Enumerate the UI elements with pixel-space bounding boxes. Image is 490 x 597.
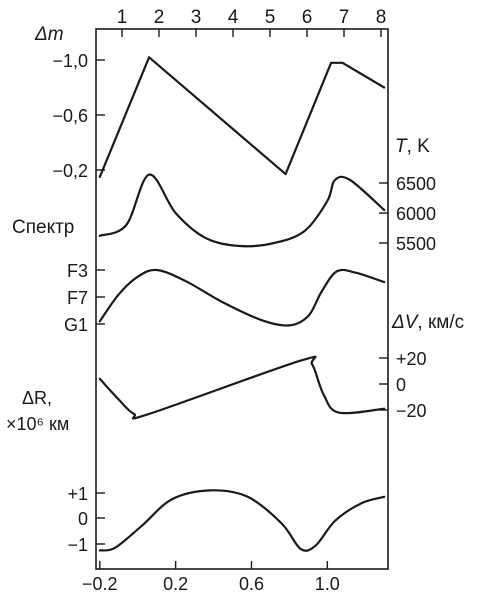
radius-axis-unit: ×10⁶ км <box>6 414 69 434</box>
temperature-tick-label: 6500 <box>396 174 436 194</box>
magnitude-tick-label: −0,6 <box>52 106 88 126</box>
bottom-tick-label: −0.2 <box>82 574 118 594</box>
panel-radial_velocity: +20 0 −20 ΔV, км/c <box>98 312 464 421</box>
top-tick-label: 4 <box>228 7 239 28</box>
radius-axis-label: ΔR, <box>22 388 52 408</box>
temperature-tick-label: 5500 <box>396 234 436 254</box>
temperature-tick-label: 6000 <box>396 204 436 224</box>
spectrum-tick-label: F3 <box>67 261 88 281</box>
spectrum-axis-label: Спектр <box>12 217 74 238</box>
spectrum-tick-label: F7 <box>67 288 88 308</box>
radial_velocity-axis-symbol: ΔV <box>391 312 420 333</box>
top-tick-label: 3 <box>191 7 202 28</box>
radial_velocity-axis-unit: , км/c <box>417 312 464 333</box>
magnitude-axis-label: Δm <box>34 24 64 45</box>
panel-temperature: 6500 6000 5500 T, K <box>98 136 436 254</box>
top-tick-label: 7 <box>339 7 350 28</box>
spectrum-axis-symbol: Спектр <box>12 217 74 238</box>
top-tick-label: 8 <box>376 7 387 28</box>
magnitude-axis-symbol: Δm <box>34 24 64 45</box>
spectrum-curve <box>98 268 386 327</box>
top-tick-label: 1 <box>117 7 128 28</box>
magnitude-curve <box>98 56 386 178</box>
radial_velocity-axis-label: ΔV, км/c <box>391 312 464 333</box>
temperature-curve <box>98 173 386 248</box>
magnitude-tick-label: −0,2 <box>52 161 88 181</box>
bottom-tick-label: 0.2 <box>163 574 188 594</box>
magnitude-tick-label: −1,0 <box>52 51 88 71</box>
spectrum-tick-label: G1 <box>64 315 88 335</box>
radius-tick-label: 0 <box>78 509 88 529</box>
radius-curve <box>98 489 386 552</box>
radial_velocity-curve <box>98 355 386 420</box>
panel-spectrum: F3 F7 G1 Спектр <box>12 217 386 335</box>
radius-tick-label: −1 <box>67 535 88 555</box>
temperature-axis-symbol: T <box>395 136 408 157</box>
panels: −1,0 −0,6 −0,2 Δm 6500 6000 5500 T, K F3 F7 G1 Спек… <box>6 24 464 555</box>
temperature-axis-unit: , K <box>407 136 431 157</box>
panel-radius: +1 0 −1 ΔR, ×10⁶ км <box>6 388 386 555</box>
temperature-axis-label: T, K <box>395 136 430 157</box>
top-axis: 1 2 3 4 5 6 7 8 <box>117 7 387 37</box>
radial_velocity-tick-label: 0 <box>396 375 406 395</box>
radius-tick-label: +1 <box>67 484 88 504</box>
top-tick-label: 2 <box>154 7 165 28</box>
panel-magnitude: −1,0 −0,6 −0,2 Δm <box>34 24 386 181</box>
radial_velocity-tick-label: +20 <box>396 349 427 369</box>
bottom-axis: −0.2 0.2 0.6 1.0 <box>82 561 340 594</box>
bottom-tick-label: 1.0 <box>315 574 340 594</box>
radial_velocity-tick-label: −20 <box>396 401 427 421</box>
top-tick-label: 6 <box>302 7 313 28</box>
top-tick-label: 5 <box>265 7 276 28</box>
bottom-tick-label: 0.6 <box>239 574 264 594</box>
plot-frame <box>95 28 389 570</box>
